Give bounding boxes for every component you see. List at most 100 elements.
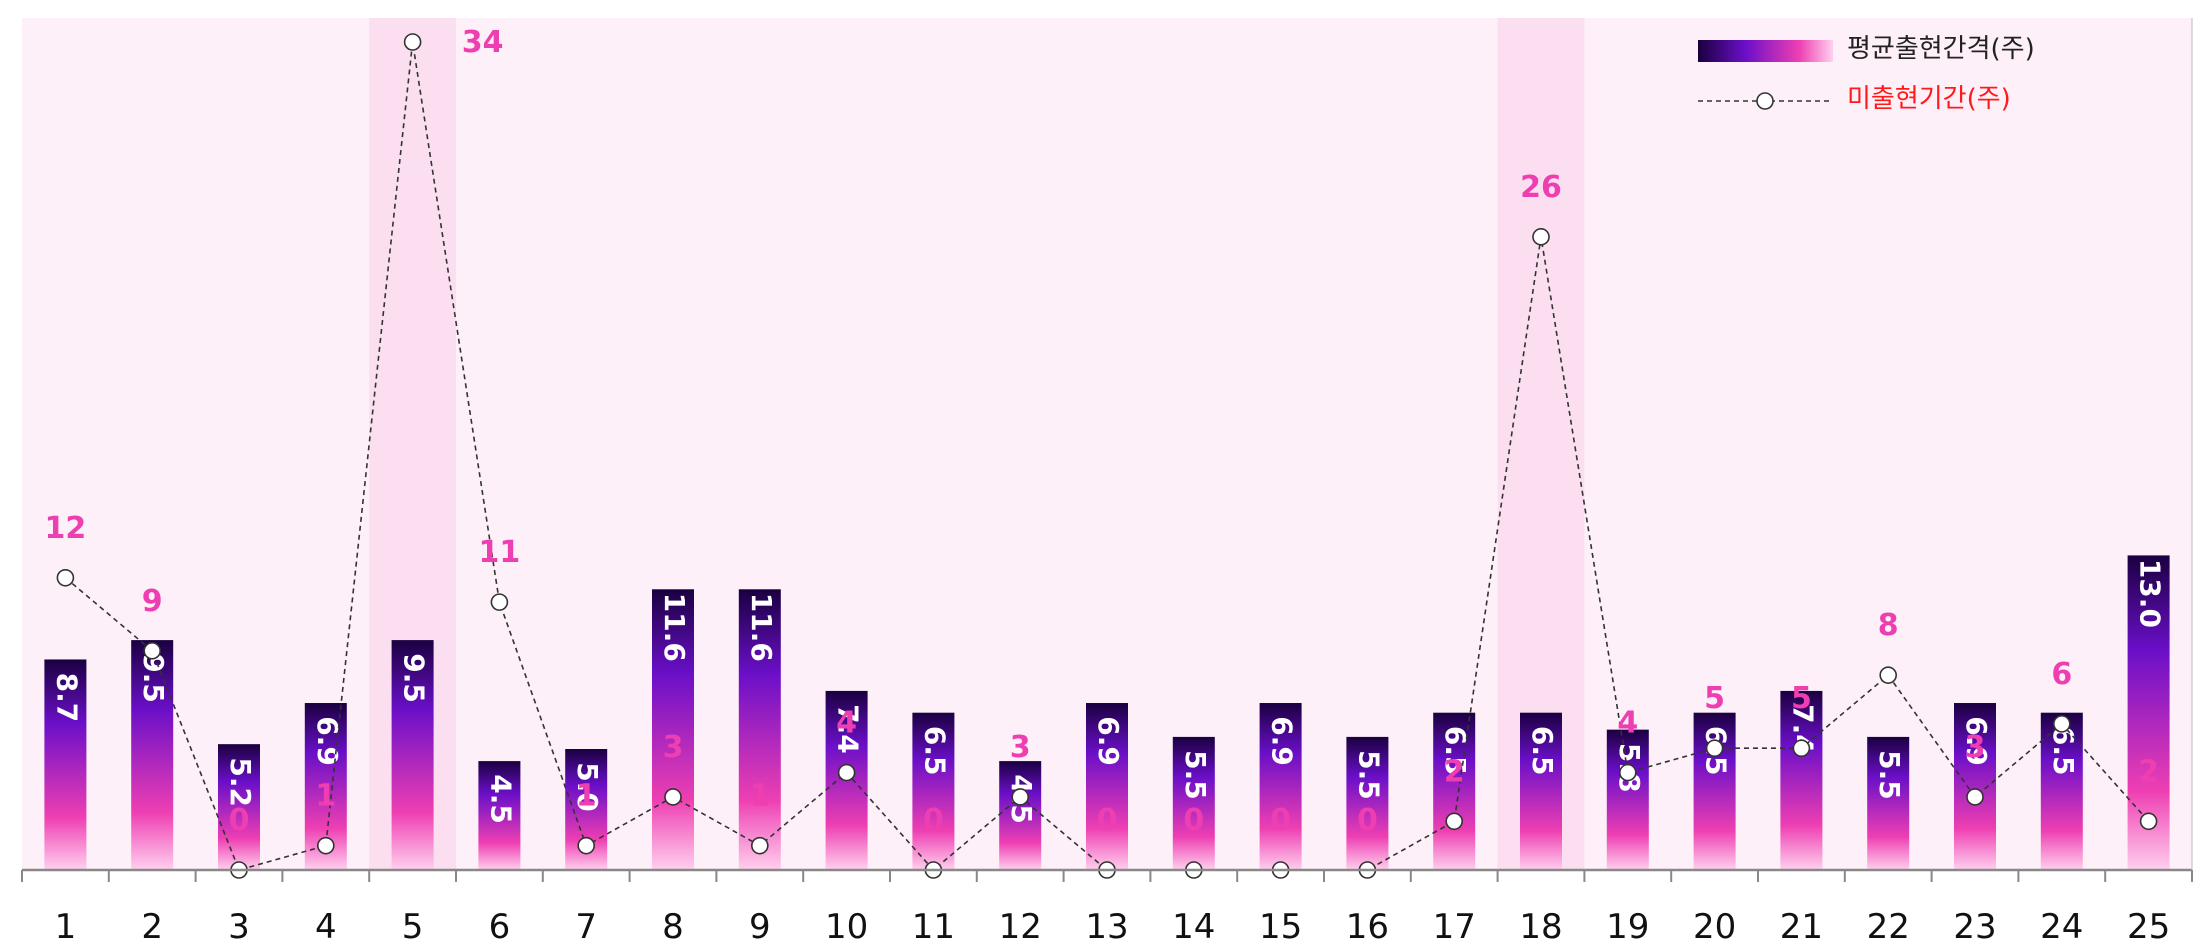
gap-value-label-10: 4: [836, 706, 857, 741]
category-label-7: 7: [575, 907, 597, 947]
gap-point-18: [1532, 228, 1550, 246]
gap-point-19: [1619, 763, 1637, 782]
bar-value-label-7: 5.0: [571, 762, 604, 812]
gap-point-22: [1879, 666, 1897, 684]
gap-value-label-21: 5: [1791, 681, 1812, 716]
gap-value-label-24: 6: [2051, 657, 2072, 692]
gap-value-label-11: 0: [923, 803, 944, 838]
bar-value-label-23: 6.9: [1960, 716, 1993, 766]
category-label-24: 24: [2040, 907, 2083, 947]
bar-value-label-25: 13.0: [2134, 559, 2167, 628]
bar-13: [1086, 703, 1128, 870]
gap-value-label-9: 1: [749, 779, 770, 814]
bar-value-label-5: 9.5: [398, 653, 431, 703]
gap-value-label-14: 0: [1183, 803, 1204, 838]
gap-point-12: [1011, 788, 1030, 806]
gap-point-21: [1792, 739, 1811, 758]
gap-point-6: [490, 593, 509, 611]
category-label-19: 19: [1606, 907, 1649, 947]
bar-value-label-2: 9.5: [137, 653, 170, 703]
bar-12: [999, 761, 1042, 870]
gap-value-label-5: 34: [462, 25, 504, 60]
category-label-3: 3: [228, 907, 250, 947]
category-label-23: 23: [1953, 907, 1996, 947]
gap-value-label-17: 2: [1444, 754, 1465, 789]
bar-value-label-11: 6.5: [918, 726, 951, 776]
gap-point-23: [1966, 788, 1984, 806]
gap-point-9: [750, 836, 769, 855]
bar-1: [44, 659, 87, 870]
gap-point-1: [56, 568, 75, 587]
category-label-16: 16: [1346, 907, 1389, 947]
category-label-13: 13: [1085, 907, 1128, 947]
gap-value-label-1: 12: [45, 511, 87, 546]
gap-point-7: [577, 836, 596, 855]
gap-point-24: [2053, 715, 2071, 733]
gap-value-label-3: 0: [229, 803, 250, 838]
gap-value-label-2: 9: [142, 584, 163, 619]
bar-value-label-16: 5.5: [1352, 750, 1385, 800]
legend-line-marker: [1756, 92, 1774, 110]
bar-2: [131, 640, 174, 870]
gap-value-label-19: 4: [1617, 706, 1638, 741]
bar-value-label-22: 5.5: [1873, 750, 1906, 800]
bar-21: [1780, 690, 1823, 870]
category-label-11: 11: [912, 907, 955, 947]
bar-18: [1520, 712, 1562, 870]
gap-value-label-25: 2: [2138, 754, 2159, 789]
gap-value-label-23: 3: [1965, 730, 1986, 765]
gap-point-25: [2139, 812, 2158, 831]
category-label-5: 5: [402, 907, 424, 947]
bar-value-label-6: 4.5: [484, 774, 517, 824]
category-label-22: 22: [1867, 907, 1910, 947]
bar-value-label-1: 8.7: [50, 673, 83, 723]
legend-bar-swatch: [1698, 40, 1833, 62]
bar-value-label-15: 6.9: [1266, 716, 1299, 766]
legend: 평균출현간격(주) 미출현기간(주): [1698, 34, 2035, 114]
category-label-4: 4: [315, 907, 337, 947]
category-label-12: 12: [999, 907, 1042, 947]
bar-value-label-3: 5.2: [224, 757, 257, 807]
bar-5: [391, 640, 434, 870]
category-label-20: 20: [1693, 907, 1736, 947]
category-label-10: 10: [825, 907, 868, 947]
gap-value-label-8: 3: [663, 730, 684, 765]
bar-value-label-24: 6.5: [2047, 726, 2080, 776]
gap-value-label-20: 5: [1704, 681, 1725, 716]
category-label-15: 15: [1259, 907, 1302, 947]
legend-bar-label: 평균출현간격(주): [1847, 34, 2035, 64]
gap-point-4: [316, 836, 335, 855]
gap-value-label-16: 0: [1357, 803, 1378, 838]
bar-value-label-13: 6.9: [1092, 716, 1125, 766]
category-label-21: 21: [1780, 907, 1823, 947]
category-label-14: 14: [1172, 907, 1215, 947]
bar-22: [1867, 736, 1910, 870]
category-label-1: 1: [55, 907, 77, 947]
gap-point-20: [1705, 739, 1724, 758]
gap-point-17: [1445, 812, 1463, 831]
category-label-6: 6: [489, 907, 511, 947]
gap-value-label-4: 1: [315, 779, 336, 814]
category-label-25: 25: [2127, 907, 2170, 947]
category-label-8: 8: [662, 907, 684, 947]
bar-17: [1433, 712, 1476, 870]
bar-15: [1259, 703, 1302, 870]
gap-value-label-18: 26: [1520, 170, 1562, 205]
gap-point-8: [664, 788, 682, 806]
bar-8: [652, 589, 694, 870]
category-label-18: 18: [1519, 907, 1562, 947]
bar-value-label-14: 5.5: [1179, 750, 1212, 800]
bar-9: [738, 589, 781, 870]
bar-value-label-10: 7.4: [832, 704, 865, 754]
bar-14: [1172, 736, 1215, 870]
gap-point-5: [403, 33, 422, 51]
category-label-17: 17: [1433, 907, 1476, 947]
gap-value-label-15: 0: [1270, 803, 1291, 838]
gap-value-label-13: 0: [1097, 803, 1118, 838]
bar-6: [478, 761, 521, 870]
gap-point-10: [837, 763, 856, 782]
gap-value-label-22: 8: [1878, 608, 1899, 643]
bar-3: [218, 744, 260, 870]
